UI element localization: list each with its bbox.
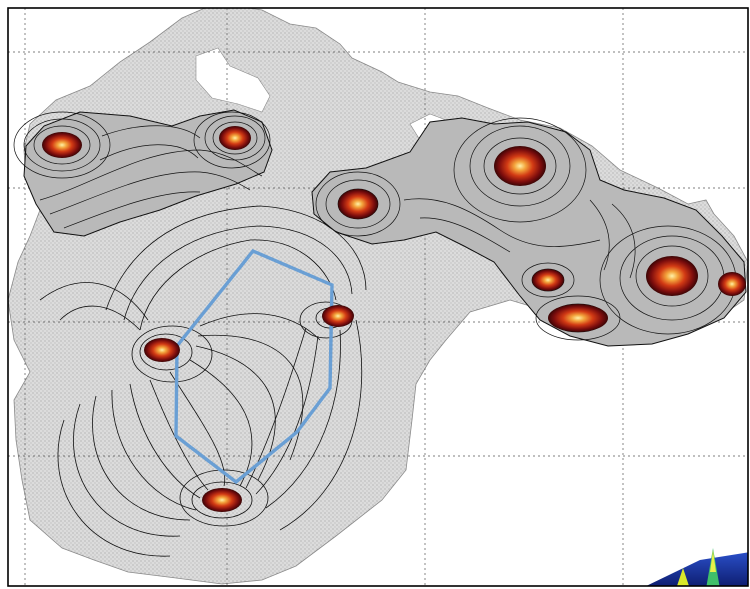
hotspot-center-1: [144, 338, 180, 362]
hotspot-east-5: [646, 256, 698, 296]
hotspot-center-2: [322, 305, 354, 327]
contour-cluster-east: [311, 117, 747, 347]
hotspot-nw-2: [219, 126, 251, 150]
plot-frame: [7, 7, 749, 587]
lake-gap: [195, 47, 271, 113]
hotspot-nw-1: [42, 132, 82, 158]
hotspots: [42, 126, 746, 512]
hotspot-east-2: [494, 146, 546, 186]
contour-cluster-northwest: [23, 109, 273, 237]
inset-surface-fragment: [646, 548, 748, 586]
hotspot-east-4: [548, 304, 608, 332]
hotspot-east-1: [338, 189, 378, 219]
hotspot-south: [202, 488, 242, 512]
hotspot-east-6: [718, 272, 746, 296]
highlighted-polygon: [174, 248, 334, 485]
hotspot-east-3: [532, 269, 564, 291]
contour-lines-southwest: [39, 205, 367, 557]
